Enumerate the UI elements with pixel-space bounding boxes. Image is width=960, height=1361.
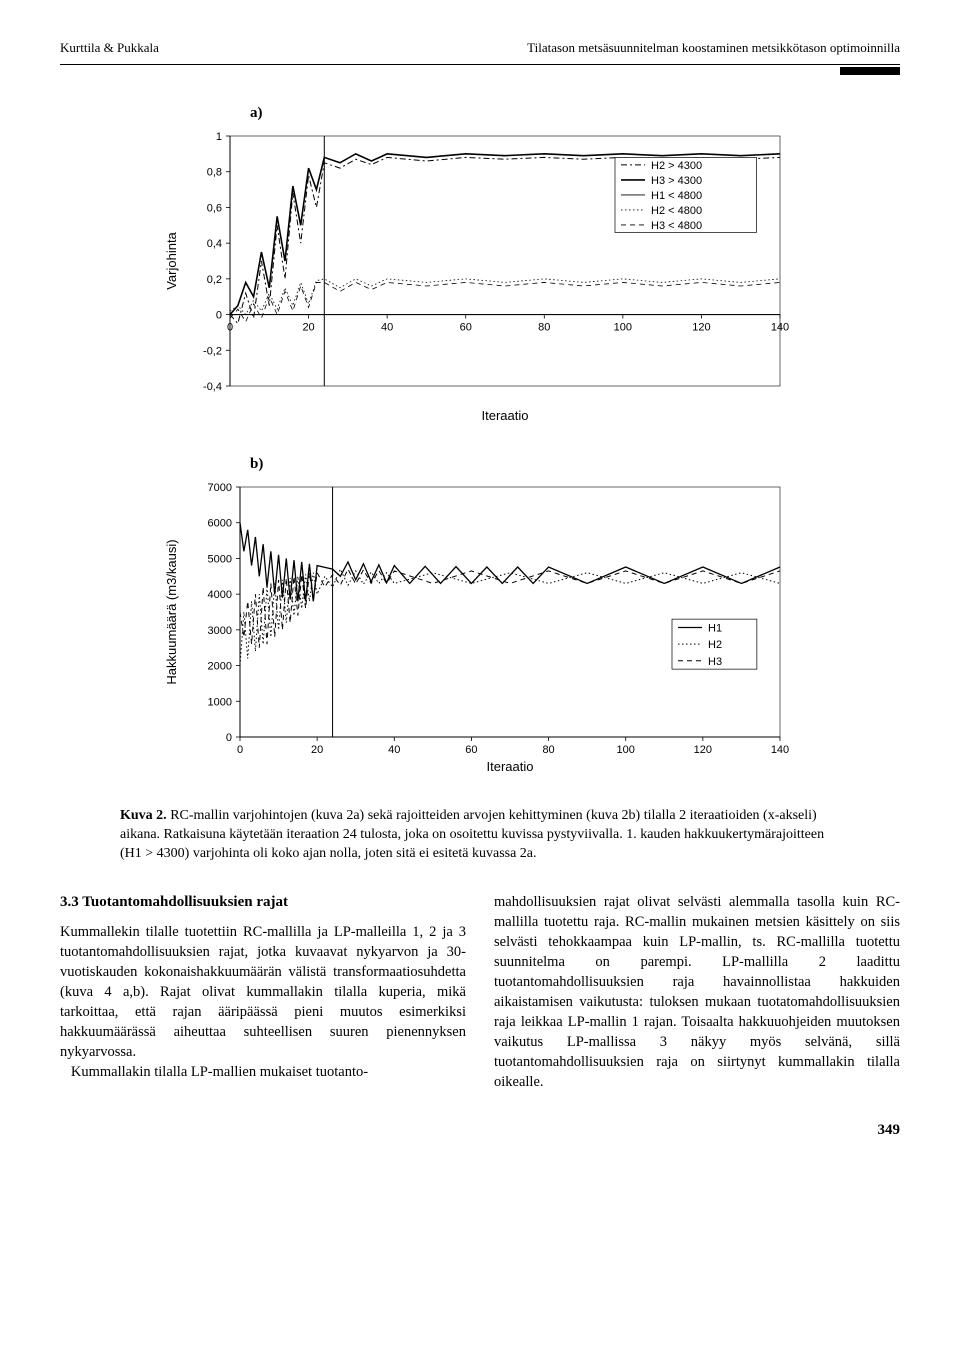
svg-text:H1 < 4800: H1 < 4800 bbox=[651, 190, 702, 202]
figure-caption: Kuva 2. RC-mallin varjohintojen (kuva 2a… bbox=[120, 807, 840, 864]
svg-text:H2 < 4800: H2 < 4800 bbox=[651, 205, 702, 217]
column-left-text: Kummallekin tilalle tuotettiin RC-mallil… bbox=[60, 922, 466, 1082]
svg-text:1: 1 bbox=[216, 131, 222, 143]
head-bar bbox=[60, 67, 900, 75]
svg-text:40: 40 bbox=[388, 744, 400, 756]
svg-text:H3 < 4800: H3 < 4800 bbox=[651, 220, 702, 232]
svg-text:60: 60 bbox=[465, 744, 477, 756]
svg-text:H1: H1 bbox=[708, 622, 722, 634]
svg-text:-0,2: -0,2 bbox=[203, 345, 222, 357]
svg-text:140: 140 bbox=[771, 744, 789, 756]
svg-text:H2: H2 bbox=[708, 639, 722, 651]
svg-text:7000: 7000 bbox=[208, 482, 232, 494]
svg-text:2000: 2000 bbox=[208, 661, 232, 673]
svg-text:120: 120 bbox=[694, 744, 712, 756]
page-container: Kurttila & Pukkala Tilatason metsäsuunni… bbox=[0, 0, 960, 1179]
svg-text:H3 > 4300: H3 > 4300 bbox=[651, 175, 702, 187]
column-right: mahdollisuuksien rajat olivat selvästi a… bbox=[494, 892, 900, 1092]
svg-text:Varjohinta: Varjohinta bbox=[164, 231, 179, 289]
svg-text:4000: 4000 bbox=[208, 589, 232, 601]
svg-text:20: 20 bbox=[311, 744, 323, 756]
svg-text:0: 0 bbox=[216, 310, 222, 322]
svg-text:0: 0 bbox=[237, 744, 243, 756]
svg-text:Hakkuumäärä (m3/kausi): Hakkuumäärä (m3/kausi) bbox=[164, 539, 179, 684]
svg-text:100: 100 bbox=[617, 744, 635, 756]
chart-a-svg: 020406080100120140-0,4-0,200,20,40,60,81… bbox=[160, 126, 800, 426]
chart-a-block: a) 020406080100120140-0,4-0,200,20,40,60… bbox=[160, 105, 800, 426]
svg-text:40: 40 bbox=[381, 322, 393, 334]
body-columns: 3.3 Tuotantomahdollisuuksien rajat Kumma… bbox=[60, 892, 900, 1092]
svg-text:3000: 3000 bbox=[208, 625, 232, 637]
svg-text:140: 140 bbox=[771, 322, 789, 334]
running-head-right: Tilatason metsäsuunnitelman koostaminen … bbox=[527, 40, 900, 56]
svg-text:H2 > 4300: H2 > 4300 bbox=[651, 160, 702, 172]
section-heading: 3.3 Tuotantomahdollisuuksien rajat bbox=[60, 892, 466, 913]
svg-text:120: 120 bbox=[692, 322, 710, 334]
svg-text:0,2: 0,2 bbox=[207, 274, 222, 286]
svg-text:80: 80 bbox=[542, 744, 554, 756]
svg-text:0,6: 0,6 bbox=[207, 202, 222, 214]
svg-text:0: 0 bbox=[226, 732, 232, 744]
svg-text:6000: 6000 bbox=[208, 518, 232, 530]
svg-text:100: 100 bbox=[614, 322, 632, 334]
svg-text:80: 80 bbox=[538, 322, 550, 334]
chart-b-block: b) 0 20 40 60 80 100 120 140 0 1000 2000 3000 4000 50… bbox=[160, 456, 800, 777]
svg-text:0,4: 0,4 bbox=[207, 238, 222, 250]
head-rule bbox=[60, 64, 900, 65]
svg-text:0,8: 0,8 bbox=[207, 167, 222, 179]
svg-text:60: 60 bbox=[460, 322, 472, 334]
svg-text:20: 20 bbox=[302, 322, 314, 334]
head-bar-block bbox=[840, 67, 900, 75]
chart-a-label: a) bbox=[250, 105, 800, 122]
chart-b-label: b) bbox=[250, 456, 800, 473]
svg-text:Iteraatio: Iteraatio bbox=[487, 759, 534, 774]
column-right-text: mahdollisuuksien rajat olivat selvästi a… bbox=[494, 892, 900, 1092]
caption-label: Kuva 2. bbox=[120, 808, 167, 823]
running-head-left: Kurttila & Pukkala bbox=[60, 40, 159, 56]
svg-text:Iteraatio: Iteraatio bbox=[482, 408, 529, 423]
page-number: 349 bbox=[60, 1122, 900, 1139]
chart-b-svg: 0 20 40 60 80 100 120 140 0 1000 2000 3000 4000 5000 6… bbox=[160, 477, 800, 777]
caption-text: RC-mallin varjohintojen (kuva 2a) sekä r… bbox=[120, 808, 824, 861]
svg-text:5000: 5000 bbox=[208, 553, 232, 565]
svg-text:H3: H3 bbox=[708, 656, 722, 668]
column-left: 3.3 Tuotantomahdollisuuksien rajat Kumma… bbox=[60, 892, 466, 1092]
running-head: Kurttila & Pukkala Tilatason metsäsuunni… bbox=[60, 40, 900, 56]
svg-text:-0,4: -0,4 bbox=[203, 381, 222, 393]
svg-text:1000: 1000 bbox=[208, 696, 232, 708]
